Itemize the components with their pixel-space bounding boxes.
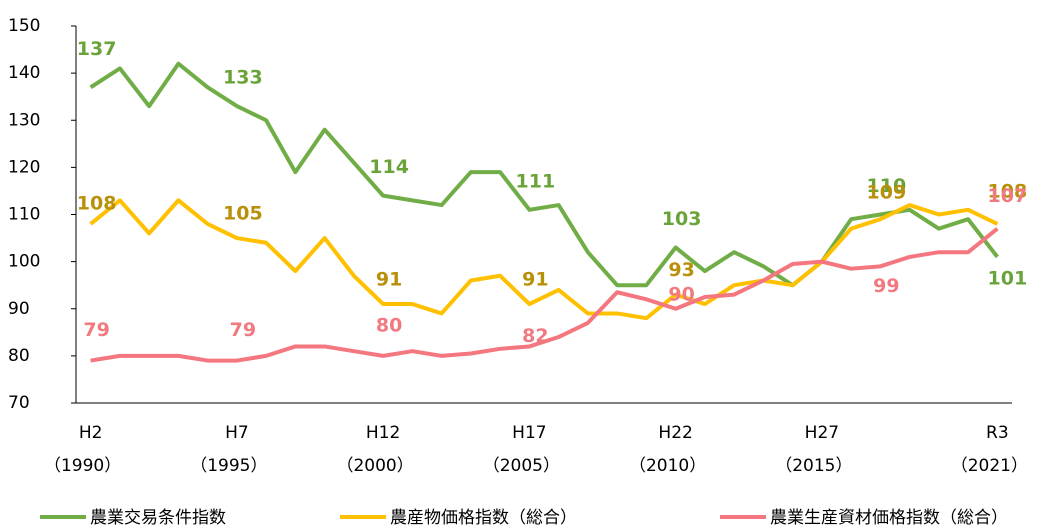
x-tick-label: H27 xyxy=(805,423,839,443)
data-label: 111 xyxy=(516,170,556,192)
x-tick-label: H7 xyxy=(225,423,249,443)
series-line xyxy=(90,227,999,363)
x-tick-sublabel: （2000） xyxy=(336,456,413,476)
x-tick-sublabel: （1995） xyxy=(190,456,267,476)
x-tick-sublabel: （2021） xyxy=(951,456,1028,476)
data-label: 91 xyxy=(376,269,402,291)
data-label: 133 xyxy=(223,67,263,89)
x-tick-sublabel: （1990） xyxy=(44,456,121,476)
data-label: 110 xyxy=(867,175,907,197)
x-tick-sublabel: （2015） xyxy=(775,456,852,476)
data-label: 91 xyxy=(522,269,548,291)
data-label: 108 xyxy=(988,180,1028,202)
data-label: 80 xyxy=(376,314,402,336)
y-tick-label: 130 xyxy=(8,110,40,130)
legend-label: 農業交易条件指数 xyxy=(90,508,226,528)
x-tick-sublabel: （2010） xyxy=(629,456,706,476)
data-label: 105 xyxy=(223,203,263,225)
legend-label: 農業生産資材価格指数（総合） xyxy=(770,508,1008,528)
x-tick-label: H17 xyxy=(512,423,546,443)
y-tick-label: 100 xyxy=(8,252,40,272)
y-tick-label: 110 xyxy=(8,205,40,225)
data-label: 93 xyxy=(668,259,694,281)
x-tick-label: H12 xyxy=(366,423,400,443)
data-label: 79 xyxy=(230,319,256,341)
data-label: 99 xyxy=(873,275,899,297)
legend-label: 農産物価格指数（総合） xyxy=(390,508,577,528)
data-label: 90 xyxy=(668,283,694,305)
x-tick-label: H22 xyxy=(658,423,692,443)
data-label: 108 xyxy=(77,192,117,214)
x-tick-label: R3 xyxy=(986,423,1009,443)
data-label: 107 xyxy=(988,185,1028,207)
data-label: 79 xyxy=(83,319,109,341)
series-line xyxy=(89,198,999,321)
data-label: 101 xyxy=(988,267,1028,289)
y-tick-label: 140 xyxy=(8,63,40,83)
series-line xyxy=(89,61,999,288)
data-label: 109 xyxy=(867,182,907,204)
x-tick-sublabel: （2005） xyxy=(483,456,560,476)
data-label: 114 xyxy=(369,156,409,178)
y-tick-label: 80 xyxy=(8,346,30,366)
x-tick-label: H2 xyxy=(79,423,103,443)
y-tick-label: 90 xyxy=(8,299,30,319)
data-label: 82 xyxy=(522,325,548,347)
y-tick-label: 120 xyxy=(8,157,40,177)
data-label: 103 xyxy=(662,208,702,230)
y-tick-label: 150 xyxy=(8,16,40,36)
data-label: 137 xyxy=(77,38,117,60)
y-tick-label: 70 xyxy=(8,393,30,413)
